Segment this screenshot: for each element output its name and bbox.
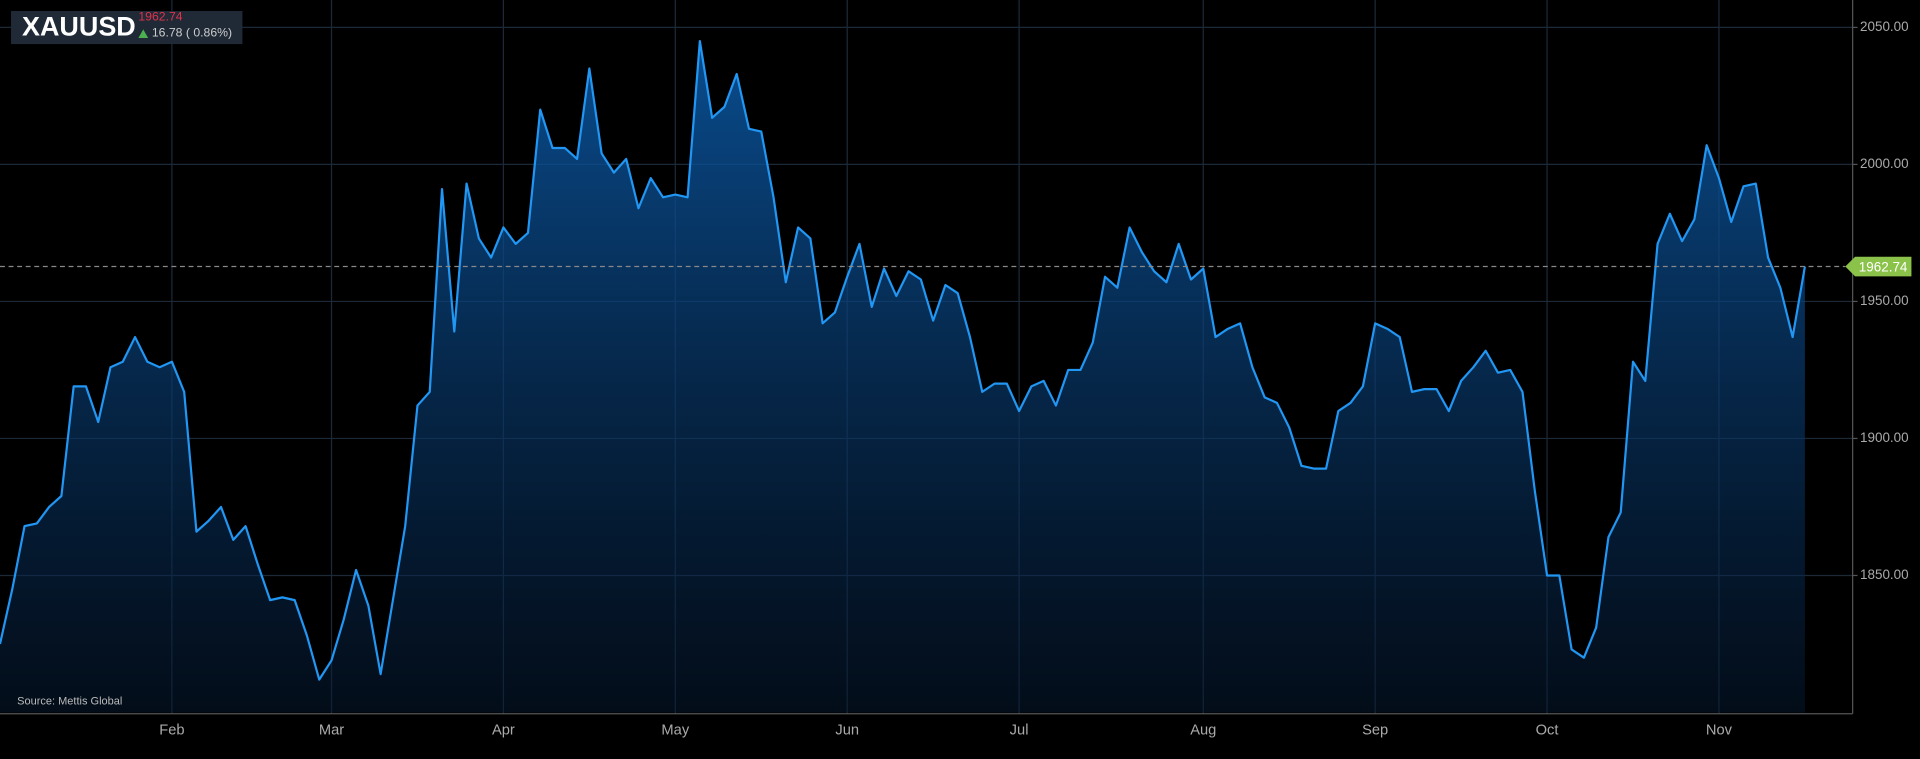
x-tick-label: Apr	[492, 723, 515, 739]
last-price-label: 1962.74	[1859, 259, 1908, 274]
x-tick-label: Aug	[1190, 723, 1216, 739]
header-box	[11, 11, 243, 45]
x-tick-label: Feb	[159, 723, 184, 739]
x-tick-label: May	[661, 723, 689, 739]
change: 16.78 ( 0.86%)	[152, 25, 232, 39]
area	[0, 41, 1805, 713]
x-tick-label: Oct	[1536, 723, 1559, 739]
x-tick-label: Jun	[835, 723, 859, 739]
plot	[0, 40, 1846, 713]
y-tick-label: 1850.00	[1860, 567, 1909, 582]
y-tick-label: 2000.00	[1860, 156, 1909, 171]
up-arrow	[138, 29, 149, 38]
line	[0, 40, 1806, 681]
x-tick-label: Jul	[1010, 723, 1029, 739]
y-tick-label: 1900.00	[1860, 430, 1909, 445]
y-tick-label: 1950.00	[1860, 293, 1909, 308]
header-price: 1962.74	[138, 9, 182, 23]
x-tick-label: Mar	[319, 723, 344, 739]
x-tick-label: Sep	[1362, 723, 1388, 739]
last-price-tag	[1845, 256, 1912, 277]
source: Source: Mettis Global	[17, 695, 122, 707]
labels: 1850.00 1900.00 1950.00 2000.00 2050.00 Feb Ma…	[159, 19, 1912, 739]
x-tick-label: Nov	[1706, 723, 1733, 739]
symbol: XAUUSD	[22, 11, 136, 41]
y-tick-label: 2050.00	[1860, 19, 1909, 34]
